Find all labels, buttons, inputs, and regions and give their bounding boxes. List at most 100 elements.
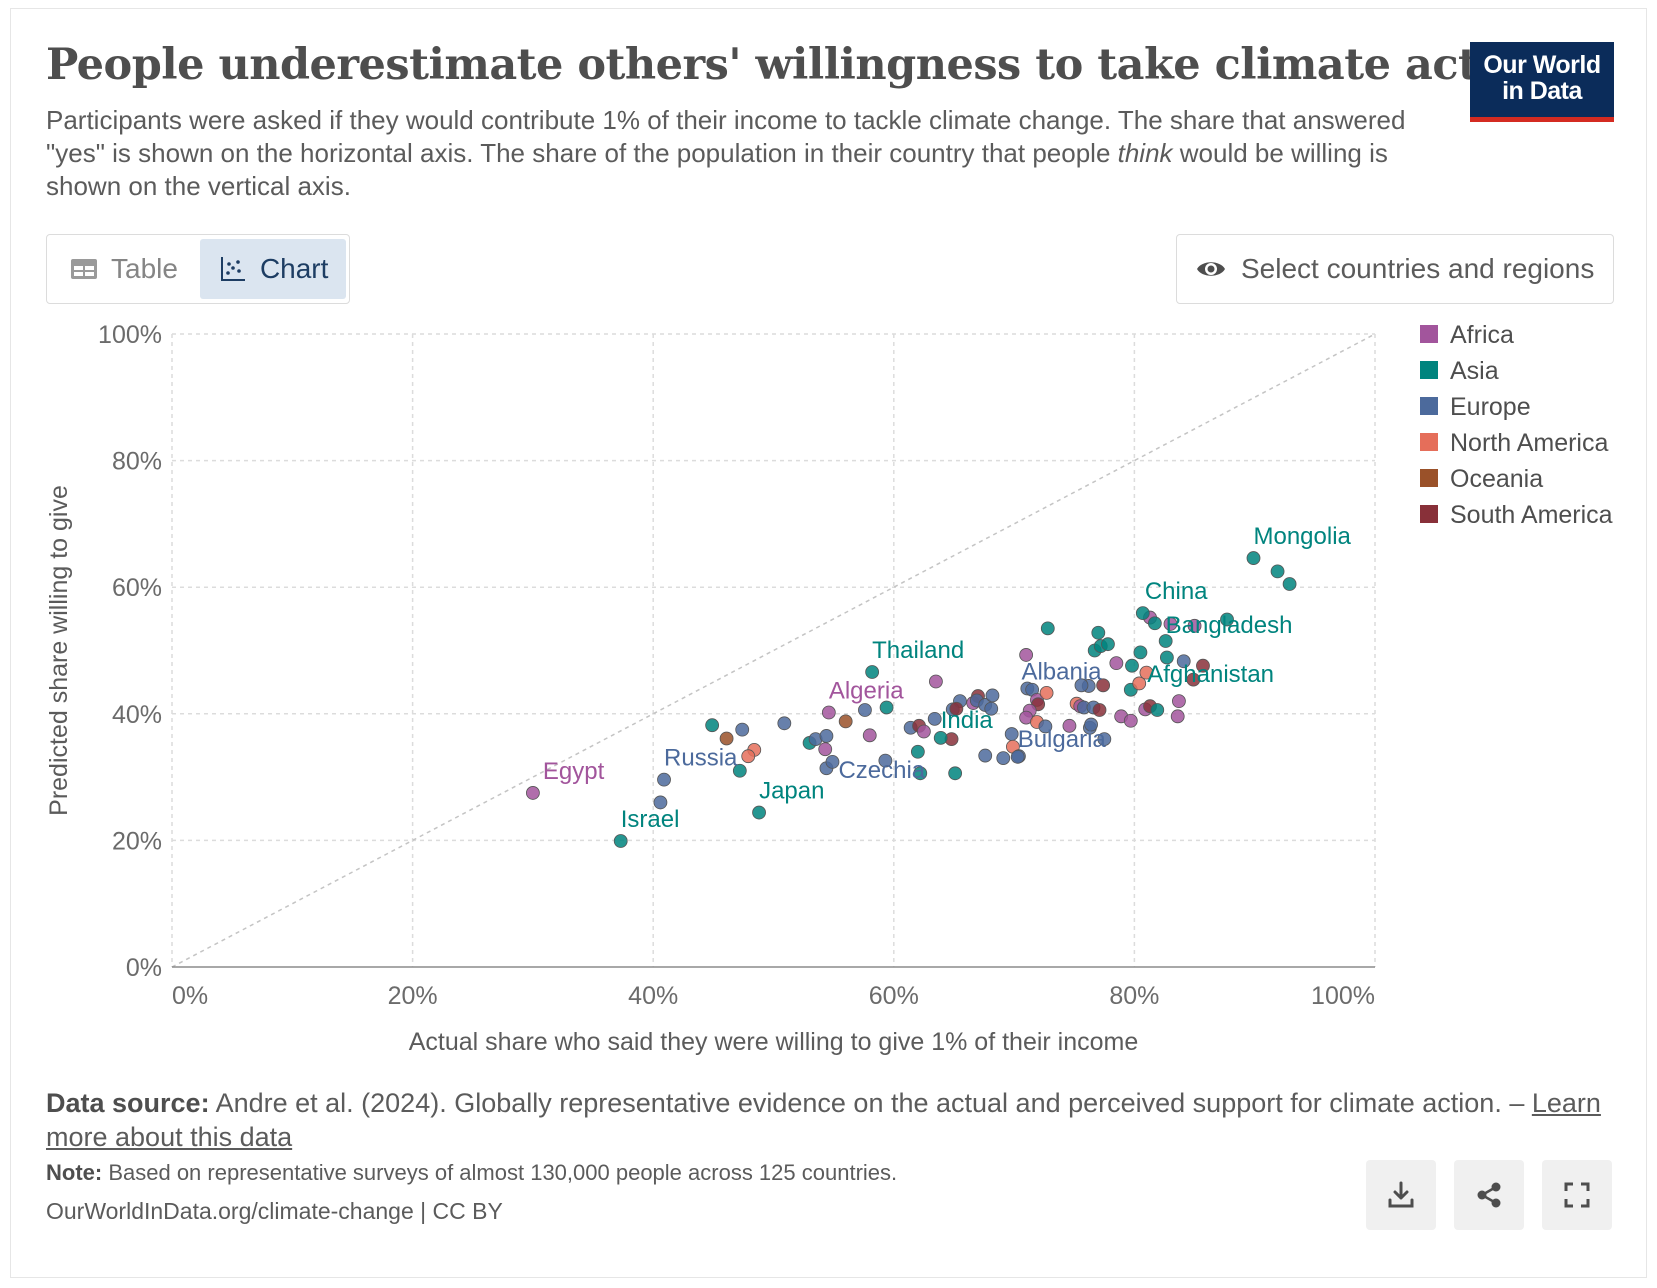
data-point[interactable]: [1062, 718, 1077, 733]
download-button[interactable]: [1366, 1160, 1436, 1230]
subtitle-emphasis: think: [1117, 138, 1173, 168]
legend-swatch: [1420, 469, 1438, 487]
data-point[interactable]: [929, 674, 943, 689]
data-point[interactable]: [777, 716, 792, 731]
owid-logo[interactable]: Our World in Data: [1470, 42, 1614, 122]
data-point[interactable]: [741, 749, 756, 764]
data-point[interactable]: [1125, 658, 1139, 673]
data-point[interactable]: [1039, 686, 1054, 700]
data-point[interactable]: [1187, 618, 1202, 633]
point-label: Thailand: [872, 637, 964, 664]
data-point[interactable]: [653, 795, 668, 810]
point-label: Russia: [664, 745, 738, 772]
y-tick-label: 20%: [112, 827, 162, 855]
data-point[interactable]: [933, 730, 948, 745]
data-point[interactable]: [821, 705, 836, 720]
footer-url[interactable]: OurWorldInData.org/climate-change | CC B…: [46, 1198, 503, 1224]
source-text: Andre et al. (2024). Globally representa…: [209, 1088, 1532, 1118]
data-point[interactable]: [1147, 616, 1162, 631]
data-point[interactable]: [752, 805, 766, 820]
data-point[interactable]: [1150, 703, 1165, 717]
data-point[interactable]: [984, 701, 999, 716]
point-labels: Egypt Israel Russia Japan Algeria Thailand Cze…: [543, 523, 1352, 833]
select-countries-button[interactable]: Select countries and regions: [1176, 234, 1614, 304]
eye-icon: [1197, 262, 1225, 276]
data-point[interactable]: [732, 763, 747, 778]
data-point[interactable]: [1132, 676, 1147, 691]
data-point[interactable]: [1004, 727, 1019, 741]
fullscreen-button[interactable]: [1542, 1160, 1612, 1230]
data-point[interactable]: [948, 766, 963, 781]
data-point[interactable]: [719, 731, 734, 746]
data-point[interactable]: [1096, 678, 1111, 693]
legend-label[interactable]: Africa: [1450, 321, 1514, 349]
data-point[interactable]: [1133, 645, 1148, 660]
data-point[interactable]: [1158, 634, 1173, 648]
scatter-chart: 0% 20% 40% 60% 80% 100% 0% 20% 40% 60% 80% 100% Eg…: [45, 321, 1613, 1056]
data-point[interactable]: [1040, 621, 1055, 636]
data-point[interactable]: [1270, 564, 1285, 579]
data-point[interactable]: [879, 700, 894, 715]
data-point[interactable]: [985, 688, 1000, 703]
learn-more-link[interactable]: Learn more about this data: [46, 1088, 1601, 1152]
data-point[interactable]: [1091, 625, 1106, 640]
data-point[interactable]: [825, 755, 840, 769]
data-point[interactable]: [1163, 617, 1178, 631]
data-point[interactable]: [1010, 749, 1025, 764]
data-point[interactable]: [910, 744, 925, 759]
legend-label[interactable]: Europe: [1450, 393, 1531, 421]
tab-table[interactable]: Table: [51, 239, 196, 299]
data-point[interactable]: [1246, 551, 1261, 565]
data-point[interactable]: [996, 751, 1011, 766]
share-button[interactable]: [1454, 1160, 1524, 1230]
data-point[interactable]: [1097, 732, 1112, 747]
data-point[interactable]: [1170, 709, 1185, 724]
data-point[interactable]: [878, 753, 893, 768]
data-point[interactable]: [1186, 672, 1201, 687]
data-point[interactable]: [526, 786, 540, 800]
data-point[interactable]: [1139, 665, 1154, 680]
data-point[interactable]: [913, 766, 928, 781]
data-point[interactable]: [1172, 694, 1186, 709]
data-point[interactable]: [1074, 678, 1089, 693]
data-point[interactable]: [1220, 612, 1234, 627]
data-point[interactable]: [865, 665, 880, 679]
legend: Africa Asia Europe North America Oceania Sout…: [1420, 321, 1613, 529]
data-point[interactable]: [1135, 606, 1150, 621]
data-point[interactable]: [862, 728, 877, 743]
point-label: Bulgaria: [1018, 726, 1107, 753]
data-point[interactable]: [1084, 717, 1098, 732]
legend-label[interactable]: Oceania: [1450, 465, 1543, 493]
data-point[interactable]: [657, 772, 671, 787]
legend-label[interactable]: South America: [1450, 501, 1613, 529]
data-point[interactable]: [1176, 654, 1191, 669]
legend-label[interactable]: North America: [1450, 429, 1608, 457]
data-point[interactable]: [1282, 577, 1297, 591]
data-point[interactable]: [1159, 650, 1174, 665]
tab-chart[interactable]: Chart: [199, 239, 347, 299]
data-point[interactable]: [1196, 658, 1210, 673]
x-axis-title: Actual share who said they were willing …: [409, 1028, 1139, 1056]
data-point[interactable]: [705, 718, 720, 733]
data-point[interactable]: [949, 701, 964, 716]
data-point[interactable]: [1038, 719, 1053, 734]
view-tabs: Table Chart: [46, 234, 350, 304]
data-point[interactable]: [858, 703, 872, 717]
x-tick-label: 100%: [1311, 982, 1375, 1010]
data-point[interactable]: [838, 714, 853, 729]
data-point[interactable]: [818, 742, 833, 757]
data-point[interactable]: [927, 711, 942, 726]
data-point[interactable]: [1019, 648, 1034, 662]
data-point[interactable]: [1101, 637, 1115, 652]
legend-label[interactable]: Asia: [1450, 357, 1499, 385]
data-point[interactable]: [978, 748, 993, 763]
y-tick-label: 40%: [112, 701, 162, 729]
data-point[interactable]: [819, 729, 834, 743]
data-point[interactable]: [735, 722, 750, 737]
point-label: Japan: [759, 778, 824, 805]
data-point[interactable]: [916, 724, 931, 739]
data-point[interactable]: [1123, 713, 1138, 728]
data-point[interactable]: [613, 834, 628, 848]
data-point[interactable]: [1092, 703, 1107, 717]
data-point[interactable]: [1109, 656, 1124, 671]
